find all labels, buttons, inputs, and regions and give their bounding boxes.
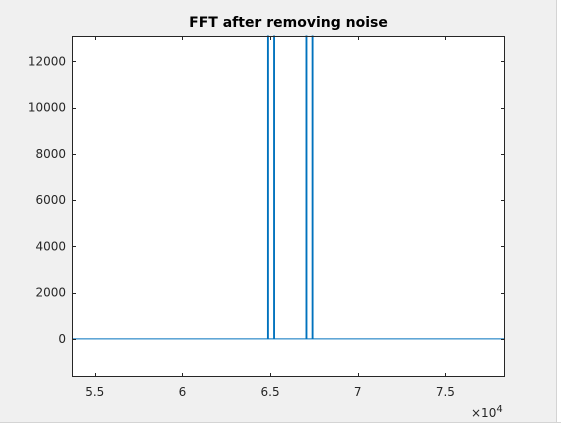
y-tick-label: 6000: [35, 193, 66, 207]
x-tick-label: 7.5: [436, 385, 455, 399]
chart-title: FFT after removing noise: [189, 15, 388, 31]
y-tick-label: 0: [58, 332, 66, 346]
y-tick-label: 12000: [28, 54, 66, 68]
window-bottom-edge: [0, 422, 561, 428]
x-tick-label: 5.5: [85, 385, 104, 399]
x-exponent-label: ×104: [471, 404, 503, 420]
x-tick-label: 7: [354, 385, 362, 399]
axes-box: [72, 36, 505, 377]
x-exponent-base: ×10: [471, 406, 496, 420]
y-tick-label: 10000: [28, 101, 66, 115]
y-tick-label: 4000: [35, 239, 66, 253]
x-tick-label: 6: [179, 385, 187, 399]
y-tick-label: 8000: [35, 147, 66, 161]
x-tick-label: 6.5: [261, 385, 280, 399]
x-exponent-power: 4: [496, 404, 502, 415]
axes-layer: 5.5 6 6.5 7 7.5 0 2000 4000 6000 8000 10000 12000: [28, 36, 505, 399]
window-edge: [556, 0, 561, 427]
plot-area[interactable]: [72, 36, 505, 377]
y-tick-label: 2000: [35, 286, 66, 300]
